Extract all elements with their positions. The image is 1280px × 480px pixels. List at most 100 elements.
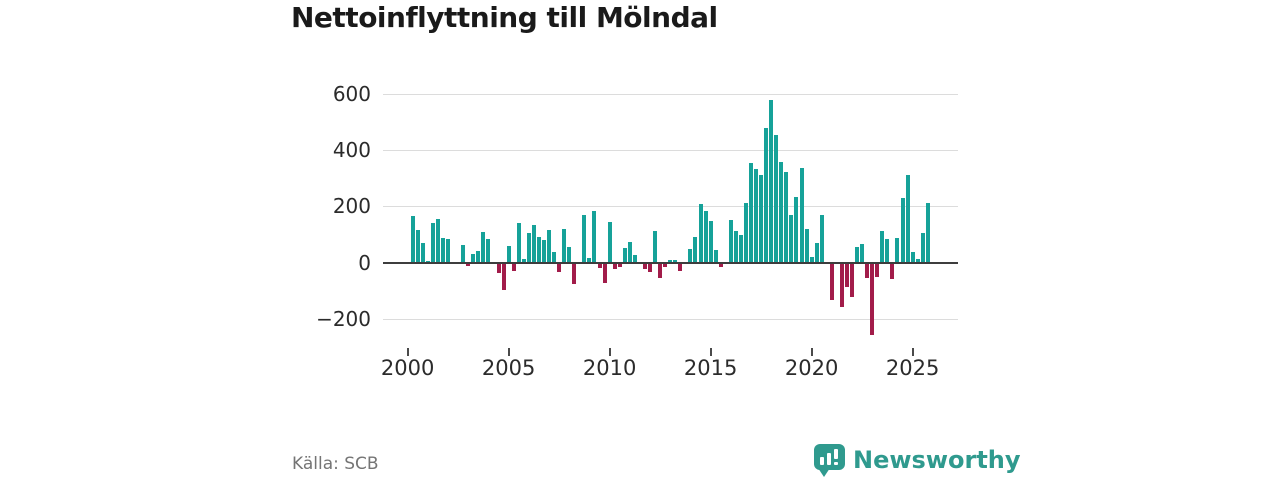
- gridline-y600: [383, 93, 958, 95]
- bar-quarter: [506, 245, 511, 263]
- bar-quarter: [779, 161, 784, 263]
- bar-quarter: [804, 228, 809, 263]
- newsworthy-bubble-chart-icon: [814, 444, 845, 478]
- bar-quarter: [754, 168, 759, 263]
- bar-quarter: [905, 175, 910, 263]
- bar-quarter: [531, 224, 536, 263]
- bar-quarter: [410, 216, 415, 263]
- bar-quarter: [708, 221, 713, 263]
- bar-quarter: [653, 230, 658, 263]
- y-axis-label: 200: [332, 194, 371, 219]
- bar-quarter: [415, 230, 420, 263]
- bar-quarter: [890, 262, 895, 280]
- bar-quarter: [541, 240, 546, 263]
- bar-quarter: [582, 215, 587, 263]
- gridline-y400: [383, 150, 958, 152]
- x-axis-label: 2005: [481, 356, 536, 380]
- bar-quarter: [910, 251, 915, 263]
- bar-quarter: [471, 253, 476, 263]
- bar-quarter: [607, 221, 612, 263]
- bar-quarter: [536, 236, 541, 263]
- bar-quarter: [547, 230, 551, 263]
- x-axis-tick: [911, 348, 914, 356]
- y-axis-label: 400: [332, 138, 371, 163]
- bar-quarter: [658, 262, 663, 279]
- y-axis-label: −200: [316, 307, 371, 332]
- bar-quarter: [875, 262, 880, 277]
- bar-quarter: [738, 235, 743, 263]
- bar-quarter: [814, 242, 819, 263]
- x-axis-label: 2020: [784, 356, 839, 380]
- bar-quarter: [698, 203, 703, 263]
- logo-exclamation-dot: [834, 462, 838, 465]
- bar-quarter: [799, 168, 804, 263]
- bar-quarter: [819, 214, 824, 263]
- chart-title: Nettoinflyttning till Mölndal: [291, 1, 718, 34]
- bar-quarter: [642, 262, 647, 270]
- bar-quarter: [481, 231, 486, 263]
- bar-quarter: [617, 262, 622, 268]
- bar-quarter: [870, 262, 875, 336]
- bar-quarter: [496, 262, 501, 274]
- bar-quarter: [420, 243, 425, 263]
- bar-quarter: [501, 262, 506, 290]
- bar-quarter: [663, 262, 668, 268]
- bar-quarter: [430, 223, 435, 263]
- bar-quarter: [688, 249, 693, 263]
- logo-bar-small: [820, 457, 824, 465]
- bar-quarter: [602, 262, 607, 283]
- bar-quarter: [920, 232, 925, 263]
- bar-quarter: [627, 241, 632, 263]
- bar-quarter: [511, 262, 516, 272]
- x-axis-label: 2010: [582, 356, 637, 380]
- bar-quarter: [703, 210, 708, 263]
- x-axis-tick: [810, 348, 813, 356]
- bar-quarter: [794, 196, 799, 263]
- bar-quarter: [446, 238, 450, 263]
- bar-quarter: [733, 230, 738, 263]
- gridline-y200: [383, 206, 958, 208]
- bar-quarter: [476, 250, 481, 263]
- gridline-y-200: [383, 319, 958, 321]
- bar-quarter: [844, 262, 849, 288]
- bar-quarter: [632, 255, 637, 263]
- bar-quarter: [440, 237, 445, 263]
- bar-quarter: [769, 99, 774, 263]
- x-axis-tick: [709, 348, 712, 356]
- bar-quarter: [526, 233, 531, 263]
- bar-quarter: [622, 248, 627, 263]
- bar-quarter: [552, 251, 557, 263]
- bar-quarter: [784, 172, 789, 263]
- logo-exclamation-stem: [834, 449, 838, 459]
- bar-quarter: [587, 258, 592, 263]
- bar-quarter: [764, 128, 769, 263]
- bar-quarter: [895, 238, 900, 263]
- bar-quarter: [749, 163, 753, 263]
- bar-quarter: [516, 223, 521, 263]
- x-axis-tick: [608, 348, 611, 356]
- bar-quarter: [900, 198, 905, 263]
- bar-quarter: [718, 262, 723, 267]
- bar-quarter: [693, 236, 698, 263]
- bar-quarter: [850, 262, 854, 298]
- bar-quarter: [486, 239, 491, 263]
- bar-quarter: [829, 262, 834, 301]
- bar-quarter: [521, 259, 526, 263]
- bar-quarter: [809, 257, 814, 263]
- bar-quarter: [713, 250, 718, 263]
- bar-quarter: [925, 202, 930, 263]
- bar-quarter: [435, 218, 440, 263]
- bar-quarter: [461, 244, 466, 263]
- bar-quarter: [759, 175, 764, 263]
- x-axis-label: 2015: [683, 356, 738, 380]
- bar-quarter: [592, 210, 597, 263]
- x-axis-tick: [507, 348, 510, 356]
- x-axis-tick: [406, 348, 409, 356]
- bar-quarter: [860, 244, 865, 263]
- bar-quarter: [865, 262, 870, 279]
- bar-quarter: [562, 229, 567, 263]
- bar-quarter: [728, 219, 733, 263]
- bar-quarter: [678, 262, 683, 271]
